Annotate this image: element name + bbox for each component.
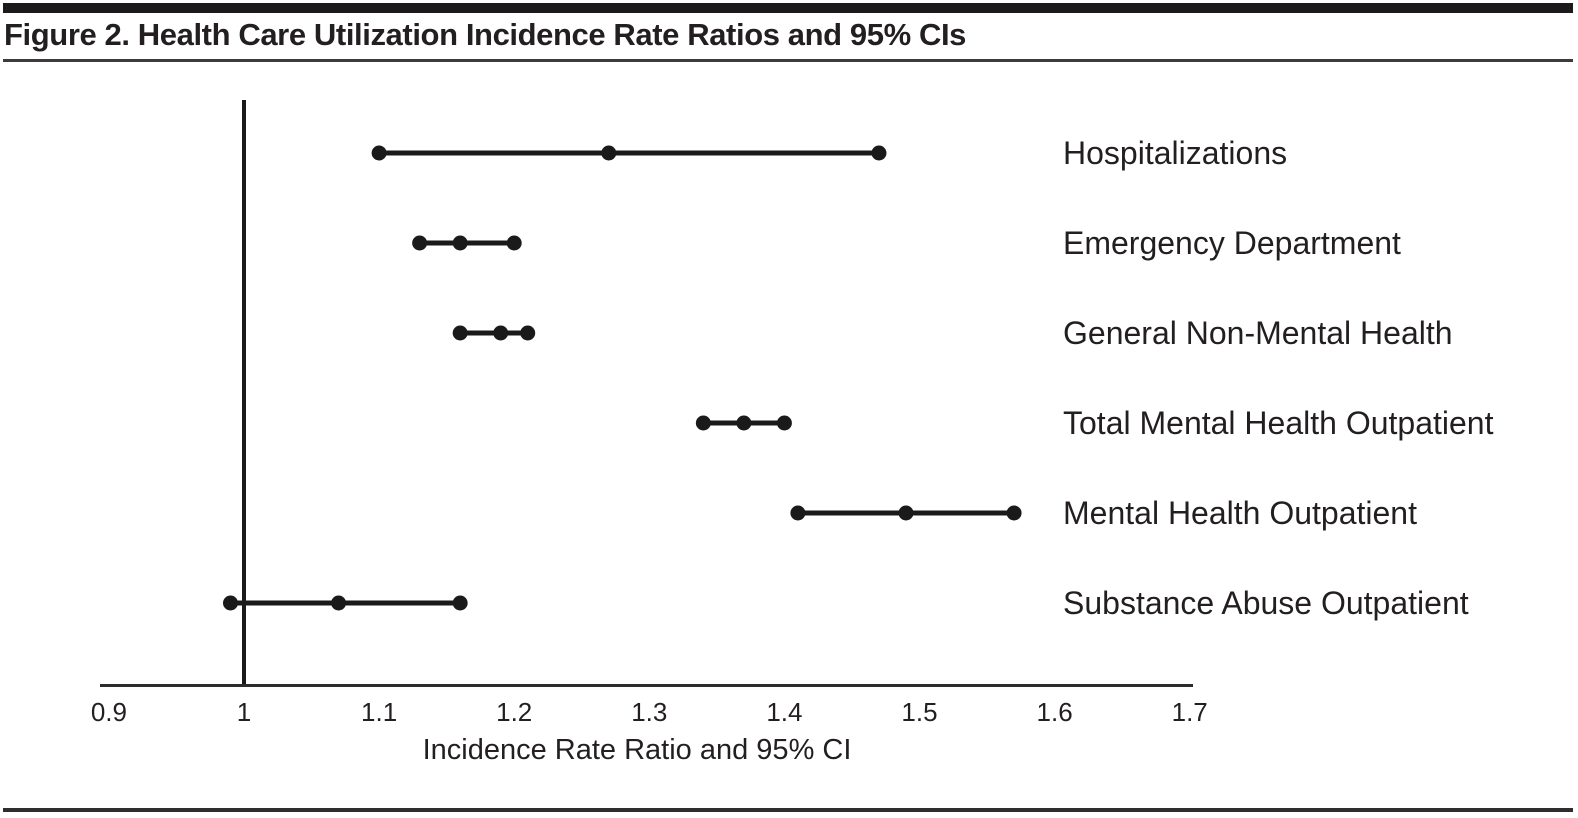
x-tick-label: 1.2 [496, 697, 532, 727]
x-tick-label: 1.1 [361, 697, 397, 727]
ci-lower-dot [790, 505, 806, 521]
ci-lower-dot [452, 325, 468, 341]
title-underline [3, 59, 1573, 62]
row-label: Emergency Department [1063, 225, 1401, 261]
ci-upper-dot [871, 145, 887, 161]
ci-upper-dot [506, 235, 522, 251]
x-tick-label: 1 [237, 697, 251, 727]
row-label: General Non-Mental Health [1063, 315, 1453, 351]
top-rule [3, 3, 1573, 13]
ci-lower-dot [412, 235, 428, 251]
ci-upper-dot [452, 595, 468, 611]
point-estimate-dot [493, 325, 509, 341]
ci-lower-dot [222, 595, 238, 611]
x-tick-label: 1.3 [631, 697, 667, 727]
ci-upper-dot [1006, 505, 1022, 521]
ci-lower-dot [695, 415, 711, 431]
point-estimate-dot [331, 595, 347, 611]
row-label: Substance Abuse Outpatient [1063, 585, 1469, 621]
x-tick-label: 1.4 [766, 697, 802, 727]
ci-upper-dot [776, 415, 792, 431]
x-tick-label: 1.5 [901, 697, 937, 727]
ci-lower-dot [371, 145, 387, 161]
ci-upper-dot [520, 325, 536, 341]
row-label: Total Mental Health Outpatient [1063, 405, 1494, 441]
point-estimate-dot [601, 145, 617, 161]
figure-title: Figure 2. Health Care Utilization Incide… [4, 17, 967, 52]
row-label: Mental Health Outpatient [1063, 495, 1417, 531]
x-tick-label: 1.7 [1172, 697, 1208, 727]
bottom-rule [3, 808, 1573, 812]
point-estimate-dot [736, 415, 752, 431]
row-label: Hospitalizations [1063, 135, 1287, 171]
point-estimate-dot [452, 235, 468, 251]
point-estimate-dot [898, 505, 914, 521]
x-axis-title: Incidence Rate Ratio and 95% CI [423, 734, 852, 766]
x-tick-label: 1.6 [1037, 697, 1073, 727]
x-tick-label: 0.9 [91, 697, 127, 727]
